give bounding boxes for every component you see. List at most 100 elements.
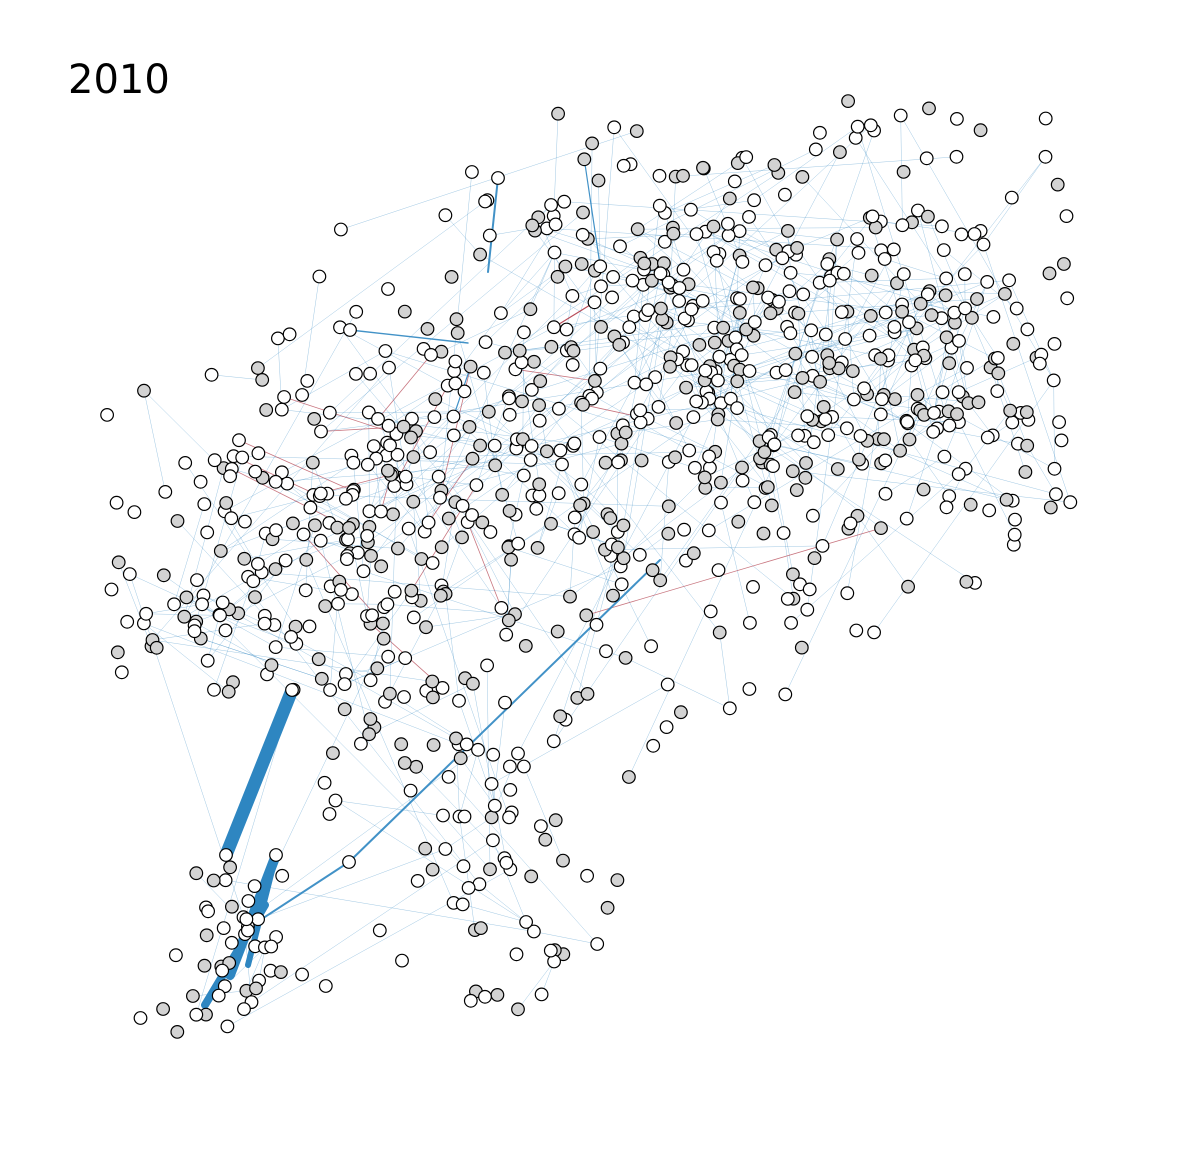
blue-edge	[533, 931, 598, 945]
blue-edge	[143, 623, 229, 692]
white-node	[433, 490, 447, 505]
white-node	[378, 344, 393, 358]
white-node	[303, 500, 318, 515]
white-node	[190, 573, 204, 587]
blue-edge	[459, 749, 479, 817]
gray-node	[189, 866, 204, 881]
gray-node	[579, 608, 594, 623]
white-node	[723, 391, 738, 406]
white-node	[877, 252, 892, 266]
white-node	[459, 737, 474, 752]
white-node	[712, 349, 727, 364]
blue-edge	[448, 776, 598, 945]
blue-edge	[339, 327, 448, 386]
blue-edge	[479, 254, 799, 436]
white-node	[282, 327, 297, 342]
gray-node	[206, 873, 221, 888]
gray-node	[274, 965, 288, 979]
gray-node	[807, 551, 822, 565]
gray-node	[785, 464, 800, 479]
gray-node	[219, 496, 234, 510]
white-node	[778, 363, 793, 378]
white-node	[820, 257, 835, 271]
white-node	[509, 947, 524, 962]
white-node	[277, 390, 292, 404]
gray-node	[551, 106, 565, 121]
blue-edge	[201, 604, 464, 867]
white-node	[611, 455, 626, 470]
white-node	[818, 327, 833, 342]
blue-edge	[857, 515, 909, 587]
white-node	[543, 943, 558, 958]
blue-edge	[983, 244, 1071, 503]
gray-node	[481, 404, 496, 419]
gray-node	[707, 335, 722, 350]
gray-node	[455, 530, 469, 545]
white-node	[337, 677, 352, 691]
white-node	[1054, 433, 1069, 448]
gray-node	[666, 226, 681, 241]
blue-edge	[479, 883, 527, 923]
white-node	[808, 142, 823, 157]
blue-edge	[629, 326, 690, 451]
white-node	[847, 392, 861, 407]
blue-edge	[211, 374, 263, 381]
white-node	[927, 406, 941, 420]
gray-node	[965, 310, 979, 325]
gray-node	[397, 304, 412, 319]
gray-node	[512, 343, 527, 358]
gray-node	[795, 371, 810, 385]
white-node	[806, 435, 821, 450]
white-node	[455, 897, 470, 912]
white-node	[567, 436, 582, 451]
white-node	[652, 198, 667, 213]
white-node	[911, 203, 925, 218]
blue-edge	[313, 494, 670, 507]
blue-edge	[152, 639, 433, 682]
blue-edge	[907, 423, 1028, 446]
blue-edge	[772, 465, 794, 575]
gray-node	[449, 312, 464, 327]
gray-node	[594, 320, 608, 334]
blue-edge	[438, 476, 588, 695]
white-node	[711, 563, 726, 577]
gray-node	[419, 620, 433, 635]
medium-edge	[583, 158, 601, 267]
white-node	[237, 514, 252, 529]
blue-edge	[505, 406, 659, 635]
gray-node	[787, 385, 802, 400]
white-node	[446, 409, 461, 424]
white-node	[487, 798, 502, 813]
blue-edge	[453, 435, 495, 446]
gray-node	[1050, 177, 1065, 192]
white-node	[632, 547, 647, 562]
white-node	[547, 245, 562, 260]
blue-edge	[408, 528, 510, 818]
gray-node	[1018, 465, 1033, 479]
gray-node	[1056, 257, 1071, 271]
gray-node	[305, 455, 320, 470]
gray-node	[475, 515, 490, 530]
white-node	[487, 438, 502, 453]
gray-node	[484, 810, 499, 825]
white-node	[633, 415, 648, 430]
white-node	[951, 385, 966, 400]
white-node	[322, 405, 337, 420]
gray-node	[363, 712, 378, 726]
blue-edge	[335, 800, 527, 923]
blue-edge	[523, 766, 564, 861]
white-node	[1060, 291, 1075, 306]
blue-edge	[705, 231, 791, 274]
red-edge	[467, 521, 502, 609]
gray-node	[441, 511, 456, 526]
white-node	[887, 320, 902, 334]
white-node	[834, 305, 849, 320]
blue-edge	[885, 410, 921, 461]
gray-node	[1020, 438, 1035, 453]
gray-node	[307, 412, 322, 426]
white-node	[1007, 527, 1022, 542]
blue-edge	[344, 566, 621, 685]
white-node	[742, 209, 756, 224]
white-node	[122, 567, 137, 581]
white-node	[240, 923, 255, 938]
